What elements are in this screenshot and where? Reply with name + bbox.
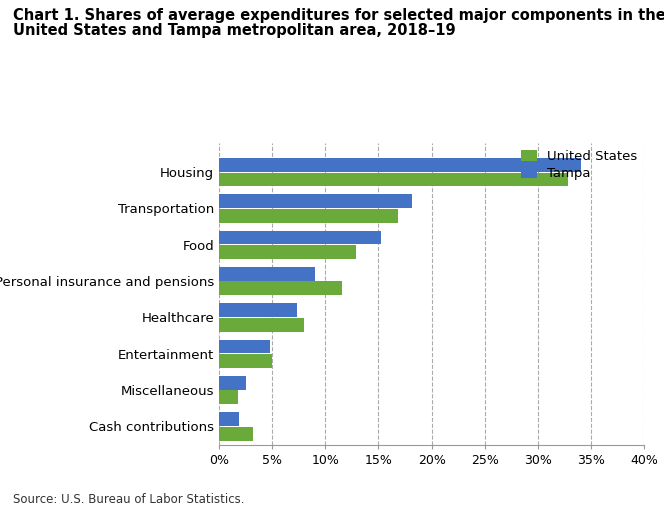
Bar (219, 303, 297, 317)
Legend: United States, Tampa: United States, Tampa (521, 150, 637, 180)
Bar (219, 194, 412, 208)
Bar (219, 354, 272, 368)
Bar (219, 390, 238, 404)
Bar (219, 282, 343, 295)
Bar (219, 158, 582, 172)
Text: United States and Tampa metropolitan area, 2018–19: United States and Tampa metropolitan are… (13, 23, 456, 38)
Bar (219, 245, 356, 259)
Bar (219, 427, 253, 440)
Text: Source: U.S. Bureau of Labor Statistics.: Source: U.S. Bureau of Labor Statistics. (13, 493, 245, 506)
Bar (219, 173, 568, 187)
Bar (219, 230, 380, 244)
Bar (219, 412, 239, 426)
Bar (219, 318, 304, 332)
Bar (219, 340, 270, 354)
Bar (219, 376, 246, 390)
Bar (219, 209, 398, 223)
Text: Chart 1. Shares of average expenditures for selected major components in the: Chart 1. Shares of average expenditures … (13, 8, 664, 22)
Bar (219, 267, 315, 281)
